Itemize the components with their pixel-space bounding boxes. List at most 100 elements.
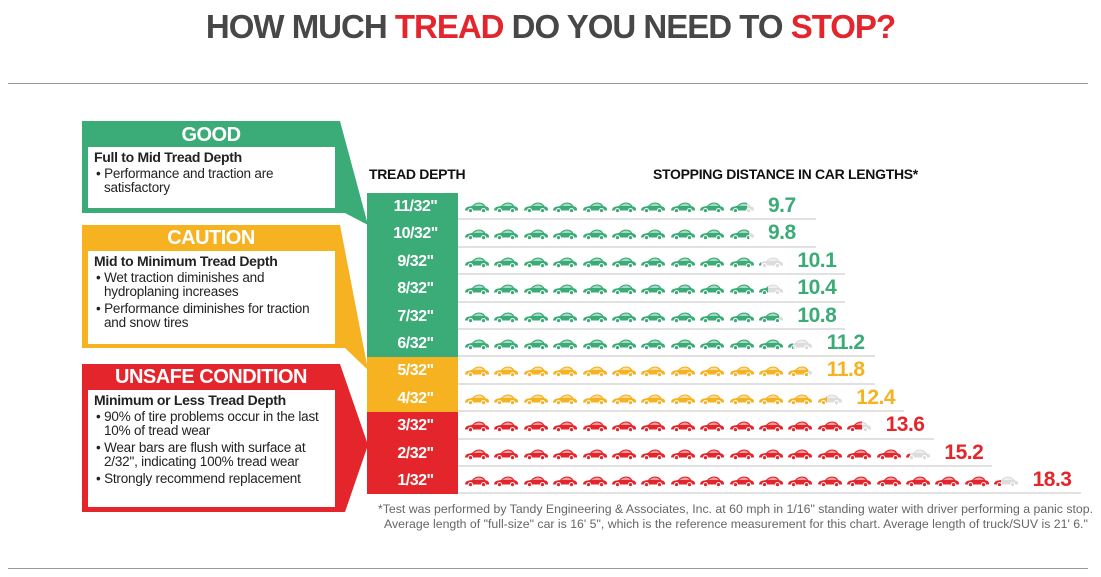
car-icon bbox=[758, 337, 784, 351]
caution-heading: CAUTION bbox=[167, 227, 255, 249]
row-separator bbox=[458, 218, 816, 221]
row-separator bbox=[458, 300, 846, 303]
car-icon bbox=[582, 419, 608, 433]
car-icon bbox=[817, 392, 843, 405]
car-icon bbox=[905, 474, 931, 488]
row-separator bbox=[458, 410, 905, 413]
car-icon bbox=[493, 337, 519, 351]
car-icon bbox=[611, 392, 637, 405]
car-icon bbox=[552, 200, 578, 214]
data-label: 9.8 bbox=[768, 221, 796, 245]
car-icon bbox=[670, 337, 696, 351]
car-icon bbox=[787, 392, 813, 405]
car-icon bbox=[699, 337, 725, 351]
car-icon bbox=[787, 419, 813, 433]
car-icon bbox=[611, 474, 637, 488]
tick-label: 8/32" bbox=[367, 275, 458, 303]
car-icon bbox=[758, 282, 784, 296]
car-icon bbox=[552, 364, 578, 378]
car-icon bbox=[817, 447, 843, 460]
car-icon bbox=[729, 364, 755, 378]
car-icon bbox=[640, 227, 666, 241]
car-icon bbox=[934, 474, 960, 488]
car-icon bbox=[758, 419, 784, 433]
car-icon bbox=[758, 392, 784, 405]
car-icon bbox=[523, 282, 549, 296]
car-icon bbox=[729, 282, 755, 296]
car-icon bbox=[758, 447, 784, 460]
title-highlight-tread: TREAD bbox=[394, 8, 505, 45]
page-title: HOW MUCH TREAD DO YOU NEED TO STOP? bbox=[0, 8, 1101, 46]
car-icon bbox=[582, 282, 608, 296]
car-icon bbox=[699, 310, 725, 323]
car-icon bbox=[611, 310, 637, 323]
tick-label: 9/32" bbox=[367, 247, 458, 276]
good-panel: Full to Mid Tread Depth • Performance an… bbox=[88, 147, 335, 208]
car-icon bbox=[523, 392, 549, 405]
car-icon bbox=[464, 255, 490, 268]
car-icon bbox=[729, 200, 755, 214]
unsafe-panel: Minimum or Less Tread Depth • 90% of tir… bbox=[88, 390, 335, 507]
car-icon bbox=[640, 364, 666, 378]
unsafe-subtitle: Minimum or Less Tread Depth bbox=[94, 392, 286, 408]
car-icon bbox=[493, 364, 519, 378]
data-label: 9.7 bbox=[768, 194, 796, 217]
car-icon bbox=[670, 310, 696, 323]
car-icon bbox=[846, 447, 872, 460]
data-label: 10.1 bbox=[797, 248, 837, 272]
car-icon bbox=[964, 474, 990, 488]
caution-subtitle: Mid to Minimum Tread Depth bbox=[94, 253, 278, 269]
car-icon bbox=[552, 447, 578, 460]
car-icon bbox=[670, 474, 696, 488]
car-icon bbox=[640, 419, 666, 433]
car-icon bbox=[552, 474, 578, 488]
x-axis-label: TREAD DEPTH bbox=[369, 166, 466, 182]
tick-label: 4/32" bbox=[367, 384, 458, 413]
car-icon bbox=[611, 447, 637, 460]
row-separator bbox=[458, 245, 816, 248]
car-icon bbox=[699, 392, 725, 405]
car-icon bbox=[582, 200, 608, 214]
car-icon bbox=[523, 310, 549, 323]
car-icon bbox=[993, 474, 1019, 488]
car-icon bbox=[552, 282, 578, 296]
car-icon bbox=[611, 227, 637, 241]
car-icon bbox=[523, 474, 549, 488]
car-icon bbox=[758, 364, 784, 378]
car-icon bbox=[640, 392, 666, 405]
car-icon bbox=[493, 474, 519, 488]
car-icon bbox=[523, 419, 549, 433]
car-icon bbox=[552, 392, 578, 405]
y-axis-label: STOPPING DISTANCE IN CAR LENGTHS* bbox=[653, 166, 918, 182]
car-icon bbox=[729, 255, 755, 268]
car-icon bbox=[464, 364, 490, 378]
car-icon bbox=[640, 282, 666, 296]
car-icon bbox=[729, 474, 755, 488]
car-icon bbox=[552, 255, 578, 268]
car-icon bbox=[699, 419, 725, 433]
car-icon bbox=[670, 447, 696, 460]
car-icon bbox=[552, 310, 578, 323]
car-icon bbox=[552, 419, 578, 433]
car-icon bbox=[905, 447, 931, 460]
car-icon bbox=[493, 282, 519, 296]
caution-bullet: • Wet traction diminishes and hydroplani… bbox=[96, 270, 265, 299]
car-icon bbox=[670, 227, 696, 241]
car-icon bbox=[640, 200, 666, 214]
top-divider bbox=[8, 83, 1088, 84]
car-icon bbox=[611, 282, 637, 296]
row-separator bbox=[458, 328, 846, 330]
tick-label: 11/32" bbox=[367, 193, 458, 221]
car-icon bbox=[582, 337, 608, 351]
car-icon bbox=[758, 255, 784, 268]
car-icon bbox=[523, 227, 549, 241]
car-icon bbox=[729, 447, 755, 460]
car-icon bbox=[464, 392, 490, 405]
row-separator bbox=[458, 355, 875, 358]
car-icon bbox=[582, 447, 608, 460]
tick-label: 5/32" bbox=[367, 357, 458, 385]
car-icon bbox=[464, 310, 490, 323]
car-icon bbox=[493, 227, 519, 241]
car-icon bbox=[846, 474, 872, 488]
car-icon bbox=[493, 447, 519, 460]
